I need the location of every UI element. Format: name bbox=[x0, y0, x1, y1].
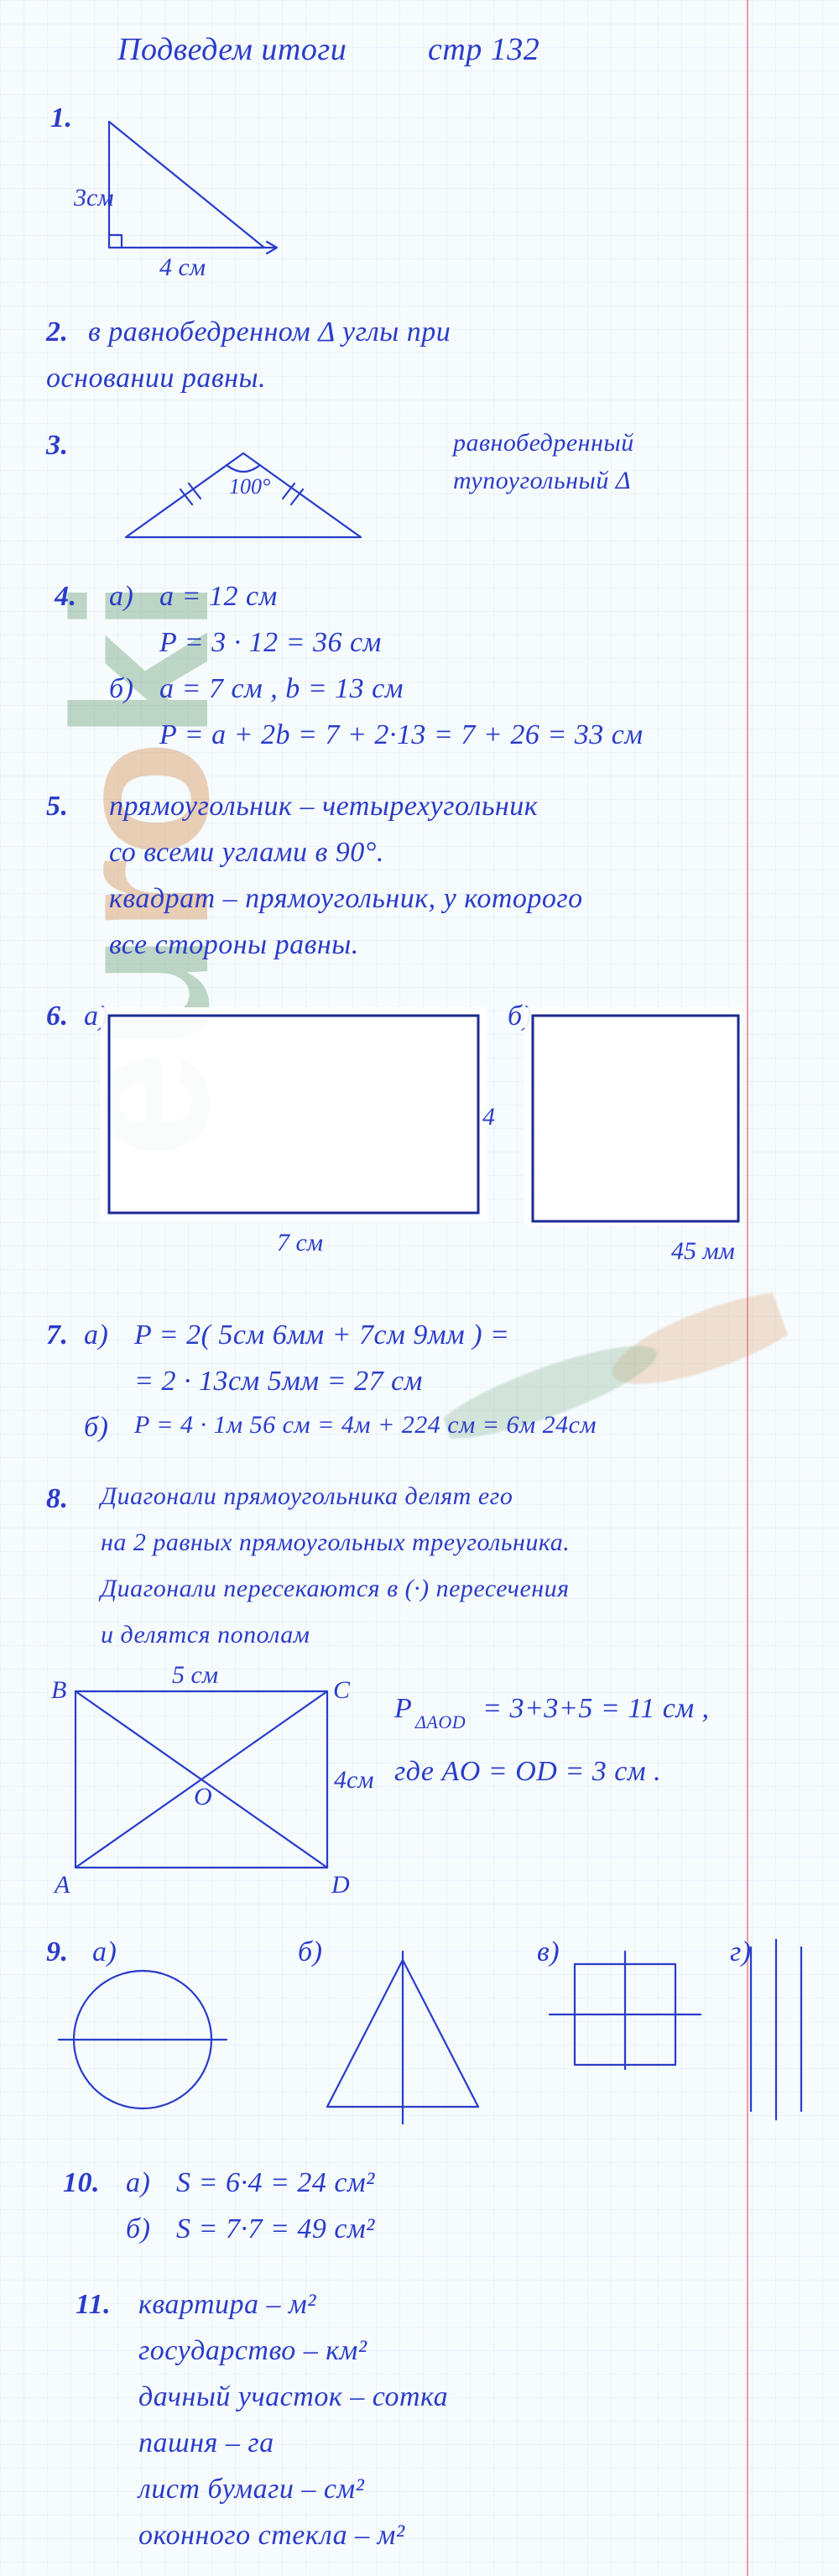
text-line: дачный участок – сотка bbox=[138, 2375, 448, 2420]
top-len: 5 см bbox=[172, 1666, 218, 1689]
sub-a: а) bbox=[84, 1314, 108, 1358]
square-side-label: 45 мм bbox=[671, 1237, 735, 1265]
text-line: прямоугольник – четырехугольник bbox=[109, 785, 538, 829]
text-line: Диагонали прямоугольника делят его bbox=[101, 1477, 513, 1517]
v-O: O bbox=[194, 1783, 212, 1811]
isosceles-obtuse-triangle: 100° bbox=[109, 428, 378, 554]
v-leg-label: 3см bbox=[73, 184, 113, 212]
right-margin-rule bbox=[747, 0, 748, 2576]
text-line: на 2 равных прямоугольных треугольника. bbox=[101, 1523, 570, 1563]
item-number: 5. bbox=[46, 785, 69, 829]
text-line: пашня – га bbox=[138, 2422, 274, 2466]
text-line: со всеми углами в 90°. bbox=[109, 831, 384, 875]
text-line: тупоугольный Δ bbox=[453, 462, 631, 501]
watermark-swoosh bbox=[425, 1249, 800, 1488]
sub-b: б) bbox=[84, 1406, 108, 1450]
item-number: 6. bbox=[46, 995, 69, 1039]
v-B: B bbox=[51, 1676, 66, 1704]
text-line: P = a + 2b = 7 + 2·13 = 7 + 26 = 33 см bbox=[159, 713, 644, 758]
rectangle-7x4: 4см 7 см bbox=[101, 1007, 495, 1259]
text-line: все стороны равны. bbox=[109, 923, 359, 968]
strip-axis bbox=[730, 1939, 831, 2124]
text-line: и делятся пополам bbox=[101, 1616, 310, 1655]
text-line: P = 4 · 1м 56 см = 4м + 224 см = 6м 24см bbox=[134, 1406, 597, 1445]
v-C: C bbox=[333, 1676, 351, 1704]
item-number: 2. bbox=[46, 311, 69, 355]
text-line: государство – км² bbox=[138, 2329, 367, 2374]
sub-a: а) bbox=[109, 575, 133, 619]
text-line: P = 2( 5см 6мм + 7см 9мм ) = bbox=[134, 1314, 510, 1358]
text-line: основании равны. bbox=[46, 357, 266, 401]
text-line: лист бумаги – см² bbox=[138, 2468, 364, 2512]
circle-axis bbox=[46, 1956, 239, 2132]
text-line: a = 7 см , b = 13 см bbox=[159, 667, 404, 712]
text-line: S = 7·7 = 49 см² bbox=[176, 2208, 375, 2252]
item-number: 4. bbox=[55, 575, 77, 619]
rectangle-with-diagonals: B C A D O 5 см 4см bbox=[29, 1666, 382, 1918]
square-two-axes bbox=[537, 1947, 713, 2073]
text-line: в равнобедренном Δ углы при bbox=[88, 311, 451, 355]
perim-sub: ΔAOD bbox=[415, 1708, 466, 1737]
text-line: квартира – м² bbox=[138, 2283, 316, 2328]
rect-w-label: 7 см bbox=[277, 1229, 323, 1257]
v-A: A bbox=[53, 1871, 70, 1899]
text-line: квадрат – прямоугольник, у которого bbox=[109, 877, 583, 922]
v-D: D bbox=[331, 1871, 350, 1899]
apex-angle: 100° bbox=[229, 474, 270, 499]
text-line: = 2 · 13см 5мм = 27 см bbox=[134, 1360, 423, 1404]
rect-h-label: 4см bbox=[482, 1103, 495, 1131]
triangle-axis bbox=[310, 1943, 495, 2132]
where-line: где AO = OD = 3 см . bbox=[394, 1750, 661, 1795]
item-number: 8. bbox=[46, 1477, 69, 1522]
notebook-page: euroki Подведем итоги стр 132 1. 3см 4 с… bbox=[0, 0, 839, 2576]
page-ref: стр 132 bbox=[428, 25, 539, 75]
text-line: оконного стекла – м² bbox=[138, 2514, 405, 2558]
sub-b: б) bbox=[109, 667, 133, 712]
sub-b: б) bbox=[126, 2208, 150, 2252]
item-number: 10. bbox=[63, 2161, 100, 2206]
text-line: равнобедренный bbox=[453, 424, 634, 463]
side-len: 4см bbox=[334, 1766, 373, 1794]
text-line: P = 3 · 12 = 36 см bbox=[159, 621, 382, 666]
item-number: 11. bbox=[76, 2283, 111, 2328]
text-line: a = 12 см bbox=[159, 575, 278, 619]
perim-label: P bbox=[394, 1687, 412, 1732]
page-title: Подведем итоги bbox=[117, 25, 347, 75]
square-45mm: 45 мм bbox=[524, 1007, 776, 1276]
item-number: 7. bbox=[46, 1314, 69, 1358]
h-leg-label: 4 см bbox=[159, 253, 206, 281]
perim-expr: = 3+3+5 = 11 см , bbox=[482, 1687, 710, 1732]
item-number: 3. bbox=[46, 424, 69, 468]
sub-a: а) bbox=[126, 2161, 150, 2206]
text-line: Диагонали пересекаются в (·) пересечения bbox=[101, 1570, 570, 1609]
text-line: S = 6·4 = 24 см² bbox=[176, 2161, 375, 2206]
right-triangle-figure: 3см 4 см bbox=[67, 101, 294, 285]
